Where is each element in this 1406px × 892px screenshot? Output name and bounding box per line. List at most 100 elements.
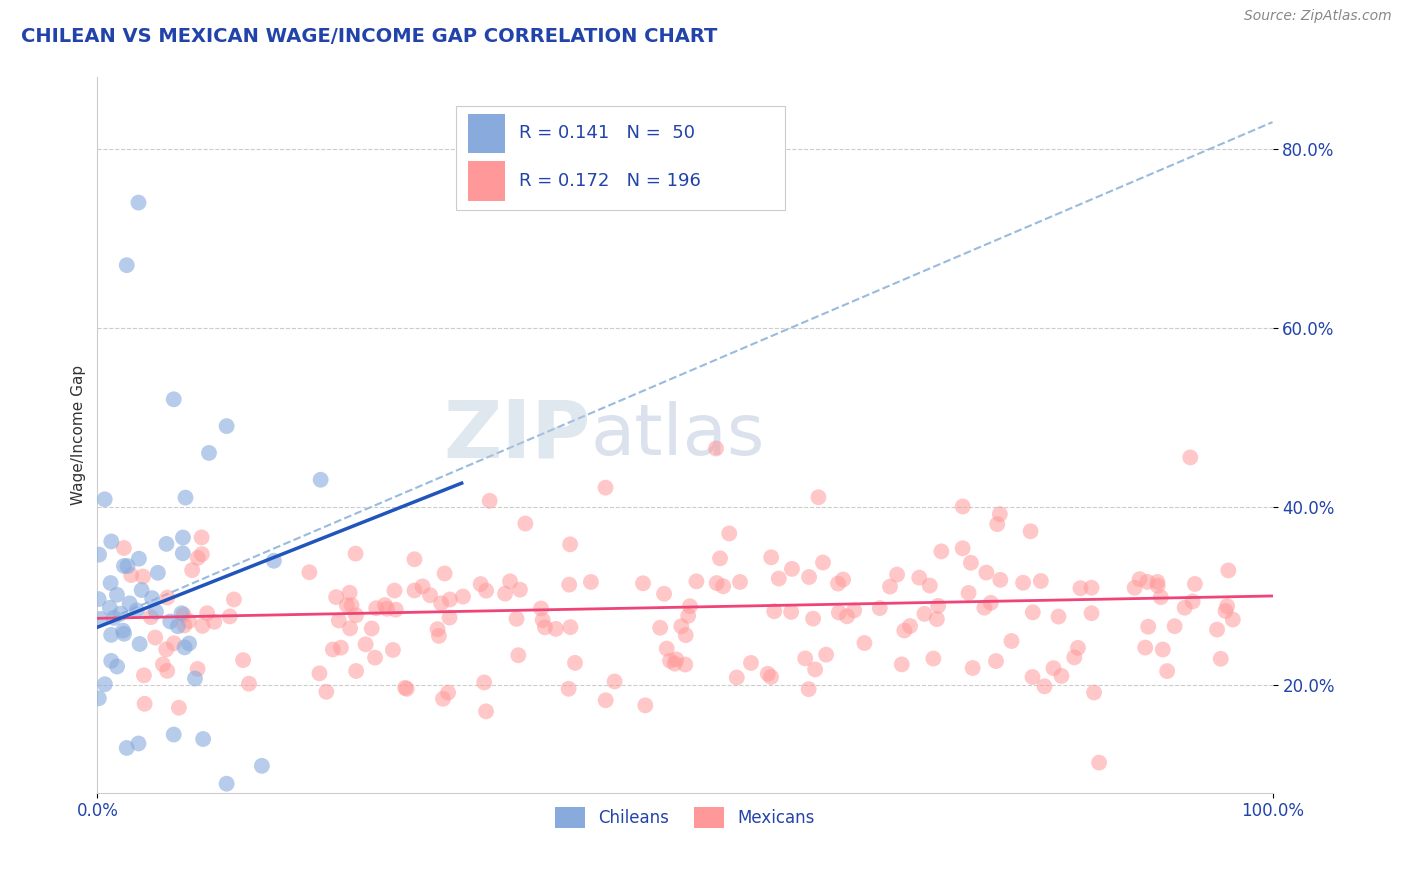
Point xyxy=(976,566,998,580)
Point xyxy=(232,653,254,667)
Point xyxy=(664,657,686,671)
Point xyxy=(794,651,817,665)
Point xyxy=(115,741,138,756)
Point xyxy=(364,650,387,665)
Point xyxy=(725,671,748,685)
Point xyxy=(344,664,367,678)
Point xyxy=(579,574,602,589)
Point xyxy=(560,620,582,634)
Point xyxy=(128,551,150,566)
Point xyxy=(184,672,207,686)
Point xyxy=(250,759,273,773)
Point xyxy=(1174,600,1197,615)
Point xyxy=(922,651,945,665)
Point xyxy=(671,619,693,633)
Point xyxy=(375,601,398,615)
Point xyxy=(125,603,148,617)
Point xyxy=(1063,650,1085,665)
Point xyxy=(655,641,678,656)
Point xyxy=(1163,619,1185,633)
Point xyxy=(115,258,138,272)
Point xyxy=(329,640,352,655)
Point xyxy=(344,608,367,623)
Point xyxy=(807,490,830,504)
Point xyxy=(494,587,516,601)
Point xyxy=(163,392,186,407)
Point xyxy=(1029,574,1052,588)
Point xyxy=(472,675,495,690)
Point xyxy=(984,654,1007,668)
Point xyxy=(988,507,1011,521)
Point xyxy=(366,601,388,615)
Point xyxy=(952,500,974,514)
Point xyxy=(728,574,751,589)
Point xyxy=(797,682,820,697)
Point xyxy=(709,551,731,566)
Point xyxy=(94,677,117,691)
Point xyxy=(679,599,702,614)
Point xyxy=(509,582,531,597)
Point xyxy=(170,606,193,620)
Point xyxy=(360,622,382,636)
Point xyxy=(475,583,498,598)
Point xyxy=(962,661,984,675)
Point xyxy=(768,572,790,586)
Point xyxy=(87,548,110,562)
Point xyxy=(499,574,522,589)
Point xyxy=(439,610,461,624)
FancyBboxPatch shape xyxy=(468,113,505,153)
Point xyxy=(1088,756,1111,770)
Point xyxy=(912,607,935,621)
Point xyxy=(1222,613,1244,627)
Point xyxy=(797,570,820,584)
Point xyxy=(1047,609,1070,624)
FancyBboxPatch shape xyxy=(456,106,785,210)
Point xyxy=(631,576,654,591)
Point xyxy=(931,544,953,558)
Point xyxy=(87,592,110,607)
Point xyxy=(437,685,460,699)
Point xyxy=(508,648,530,663)
Point xyxy=(869,601,891,615)
Point xyxy=(665,652,688,666)
Point xyxy=(98,600,121,615)
Point xyxy=(761,550,783,565)
Point xyxy=(558,577,581,591)
Point xyxy=(146,566,169,580)
Point xyxy=(340,599,363,613)
Point xyxy=(652,587,675,601)
Text: atlas: atlas xyxy=(591,401,765,469)
Point xyxy=(1181,594,1204,608)
Point xyxy=(105,588,128,602)
Point xyxy=(394,681,416,695)
Point xyxy=(111,624,134,638)
Point xyxy=(1019,524,1042,539)
Y-axis label: Wage/Income Gap: Wage/Income Gap xyxy=(72,365,86,505)
Point xyxy=(198,446,221,460)
Point xyxy=(531,613,554,627)
FancyBboxPatch shape xyxy=(468,161,505,201)
Point xyxy=(433,566,456,581)
Point xyxy=(112,626,135,640)
Point xyxy=(174,491,197,505)
Point xyxy=(801,612,824,626)
Text: ZIP: ZIP xyxy=(444,396,591,474)
Point xyxy=(191,547,214,561)
Point xyxy=(470,577,492,591)
Point xyxy=(395,681,418,696)
Point xyxy=(404,552,426,566)
Point xyxy=(893,624,915,638)
Point xyxy=(1184,577,1206,591)
Point xyxy=(718,526,741,541)
Point xyxy=(315,685,337,699)
Point xyxy=(100,654,122,668)
Point xyxy=(960,556,983,570)
Point xyxy=(127,195,149,210)
Point xyxy=(215,419,238,434)
Point xyxy=(1033,679,1056,693)
Point xyxy=(384,602,406,616)
Point xyxy=(419,588,441,602)
Point xyxy=(853,636,876,650)
Point xyxy=(1022,605,1045,619)
Point xyxy=(100,628,122,642)
